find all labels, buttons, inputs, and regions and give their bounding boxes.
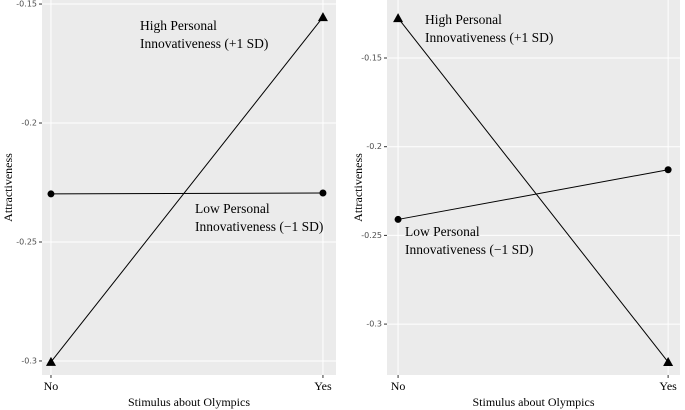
y-tick-label: -0.2 (21, 119, 37, 128)
y-axis-title: Attractiveness (351, 153, 365, 222)
y-tick-label: -0.2 (366, 142, 382, 151)
annotation: Innovativeness (−1 SD) (405, 242, 533, 257)
y-tick-label: -0.3 (366, 320, 382, 329)
series-line (397, 17, 669, 363)
circle-marker (664, 166, 672, 174)
y-axis-title: Attractiveness (1, 153, 15, 222)
y-tick-label: -0.15 (361, 54, 382, 63)
x-axis-title: Stimulus about Olympics (128, 395, 250, 409)
panel: -0.15 -0.2 -0.25 -0.3 No Yes Stimulus about Ol… (351, 0, 680, 409)
y-tick-label: -0.3 (21, 356, 37, 365)
x-tick-label: Yes (314, 379, 332, 393)
panel: -0.15 -0.2 -0.25 -0.3 No Yes Stimulus about Ol… (1, 0, 336, 409)
triangle-marker (317, 12, 328, 22)
x-axis-title: Stimulus about Olympics (472, 395, 594, 409)
plot-panel (387, 0, 680, 375)
series-line (397, 169, 669, 220)
annotation: Innovativeness (+1 SD) (425, 30, 553, 45)
y-tick-label: -0.25 (361, 231, 382, 240)
annotation: High Personal (425, 12, 502, 27)
annotation: Low Personal (195, 201, 270, 216)
series-line (50, 192, 323, 195)
y-tick-label: -0.25 (16, 237, 37, 246)
x-tick-label: No (391, 379, 406, 393)
triangle-marker (393, 13, 404, 23)
annotation: Innovativeness (−1 SD) (195, 219, 323, 234)
triangle-marker (45, 356, 56, 366)
circle-marker (319, 189, 327, 197)
circle-marker (47, 190, 55, 198)
circle-marker (394, 215, 402, 223)
annotation: High Personal (140, 18, 217, 33)
annotation: Innovativeness (+1 SD) (140, 36, 268, 51)
x-tick-label: No (44, 379, 59, 393)
series-line (50, 16, 324, 363)
triangle-marker (663, 357, 674, 367)
y-tick-label: -0.15 (16, 0, 37, 9)
x-tick-label: Yes (659, 379, 677, 393)
annotation: Low Personal (405, 224, 480, 239)
